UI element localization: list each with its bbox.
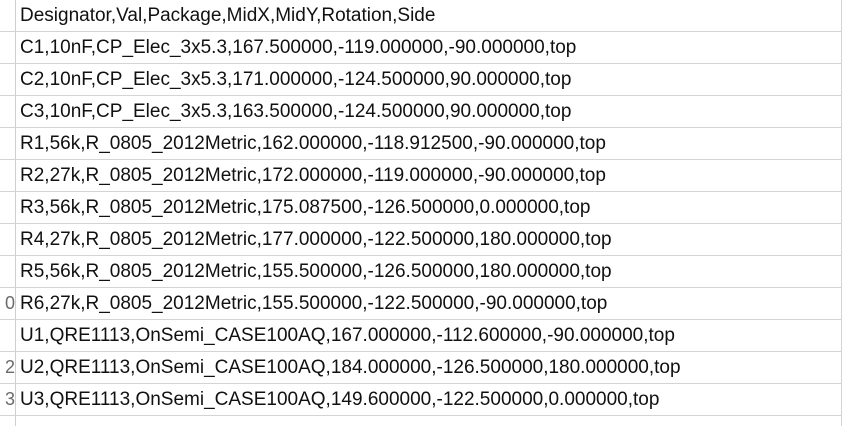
row-number[interactable] (0, 192, 15, 223)
row-number[interactable] (0, 96, 15, 127)
row-number[interactable]: 3 (4, 389, 15, 409)
table-row: 2 U2,QRE1113,OnSemi_CASE100AQ,184.000000… (0, 352, 842, 384)
row-number[interactable] (0, 224, 15, 255)
row-number[interactable] (0, 416, 15, 426)
cell[interactable]: U2,QRE1113,OnSemi_CASE100AQ,184.000000,-… (20, 357, 681, 378)
cell[interactable]: R4,27k,R_0805_2012Metric,177.000000,-122… (20, 229, 612, 250)
table-row: Designator,Val,Package,MidX,MidY,Rotatio… (0, 0, 842, 32)
cell[interactable]: Designator,Val,Package,MidX,MidY,Rotatio… (20, 5, 436, 26)
table-row: 0 R6,27k,R_0805_2012Metric,155.500000,-1… (0, 288, 842, 320)
table-row: R2,27k,R_0805_2012Metric,172.000000,-119… (0, 160, 842, 192)
row-number[interactable] (0, 128, 15, 159)
table-row: U1,QRE1113,OnSemi_CASE100AQ,167.000000,-… (0, 320, 842, 352)
table-row: R3,56k,R_0805_2012Metric,175.087500,-126… (0, 192, 842, 224)
cell[interactable]: C3,10nF,CP_Elec_3x5.3,163.500000,-124.50… (20, 101, 572, 122)
table-row: C2,10nF,CP_Elec_3x5.3,171.000000,-124.50… (0, 64, 842, 96)
row-number[interactable] (0, 256, 15, 287)
row-number[interactable]: 2 (4, 357, 15, 377)
row-number[interactable] (0, 64, 15, 95)
row-number[interactable] (0, 160, 15, 191)
cell[interactable]: R1,56k,R_0805_2012Metric,162.000000,-118… (20, 133, 606, 154)
table-row: R4,27k,R_0805_2012Metric,177.000000,-122… (0, 224, 842, 256)
cell[interactable]: R6,27k,R_0805_2012Metric,155.500000,-122… (20, 293, 608, 314)
table-row (0, 416, 842, 426)
table-row: 3 U3,QRE1113,OnSemi_CASE100AQ,149.600000… (0, 384, 842, 416)
cell[interactable]: U3,QRE1113,OnSemi_CASE100AQ,149.600000,-… (20, 389, 660, 410)
cell[interactable]: R2,27k,R_0805_2012Metric,172.000000,-119… (20, 165, 606, 186)
table-row: C1,10nF,CP_Elec_3x5.3,167.500000,-119.00… (0, 32, 842, 64)
cell[interactable]: U1,QRE1113,OnSemi_CASE100AQ,167.000000,-… (20, 325, 675, 346)
row-number[interactable] (0, 32, 15, 63)
cell[interactable]: C2,10nF,CP_Elec_3x5.3,171.000000,-124.50… (20, 69, 572, 90)
row-number[interactable] (0, 320, 15, 351)
table-row: R1,56k,R_0805_2012Metric,162.000000,-118… (0, 128, 842, 160)
table-row: C3,10nF,CP_Elec_3x5.3,163.500000,-124.50… (0, 96, 842, 128)
row-number[interactable] (0, 0, 15, 31)
row-number[interactable]: 0 (4, 293, 15, 313)
cell[interactable]: R5,56k,R_0805_2012Metric,155.500000,-126… (20, 261, 612, 282)
cell[interactable] (16, 416, 842, 426)
table-row: R5,56k,R_0805_2012Metric,155.500000,-126… (0, 256, 842, 288)
cell[interactable]: C1,10nF,CP_Elec_3x5.3,167.500000,-119.00… (20, 37, 577, 58)
cell[interactable]: R3,56k,R_0805_2012Metric,175.087500,-126… (20, 197, 591, 218)
